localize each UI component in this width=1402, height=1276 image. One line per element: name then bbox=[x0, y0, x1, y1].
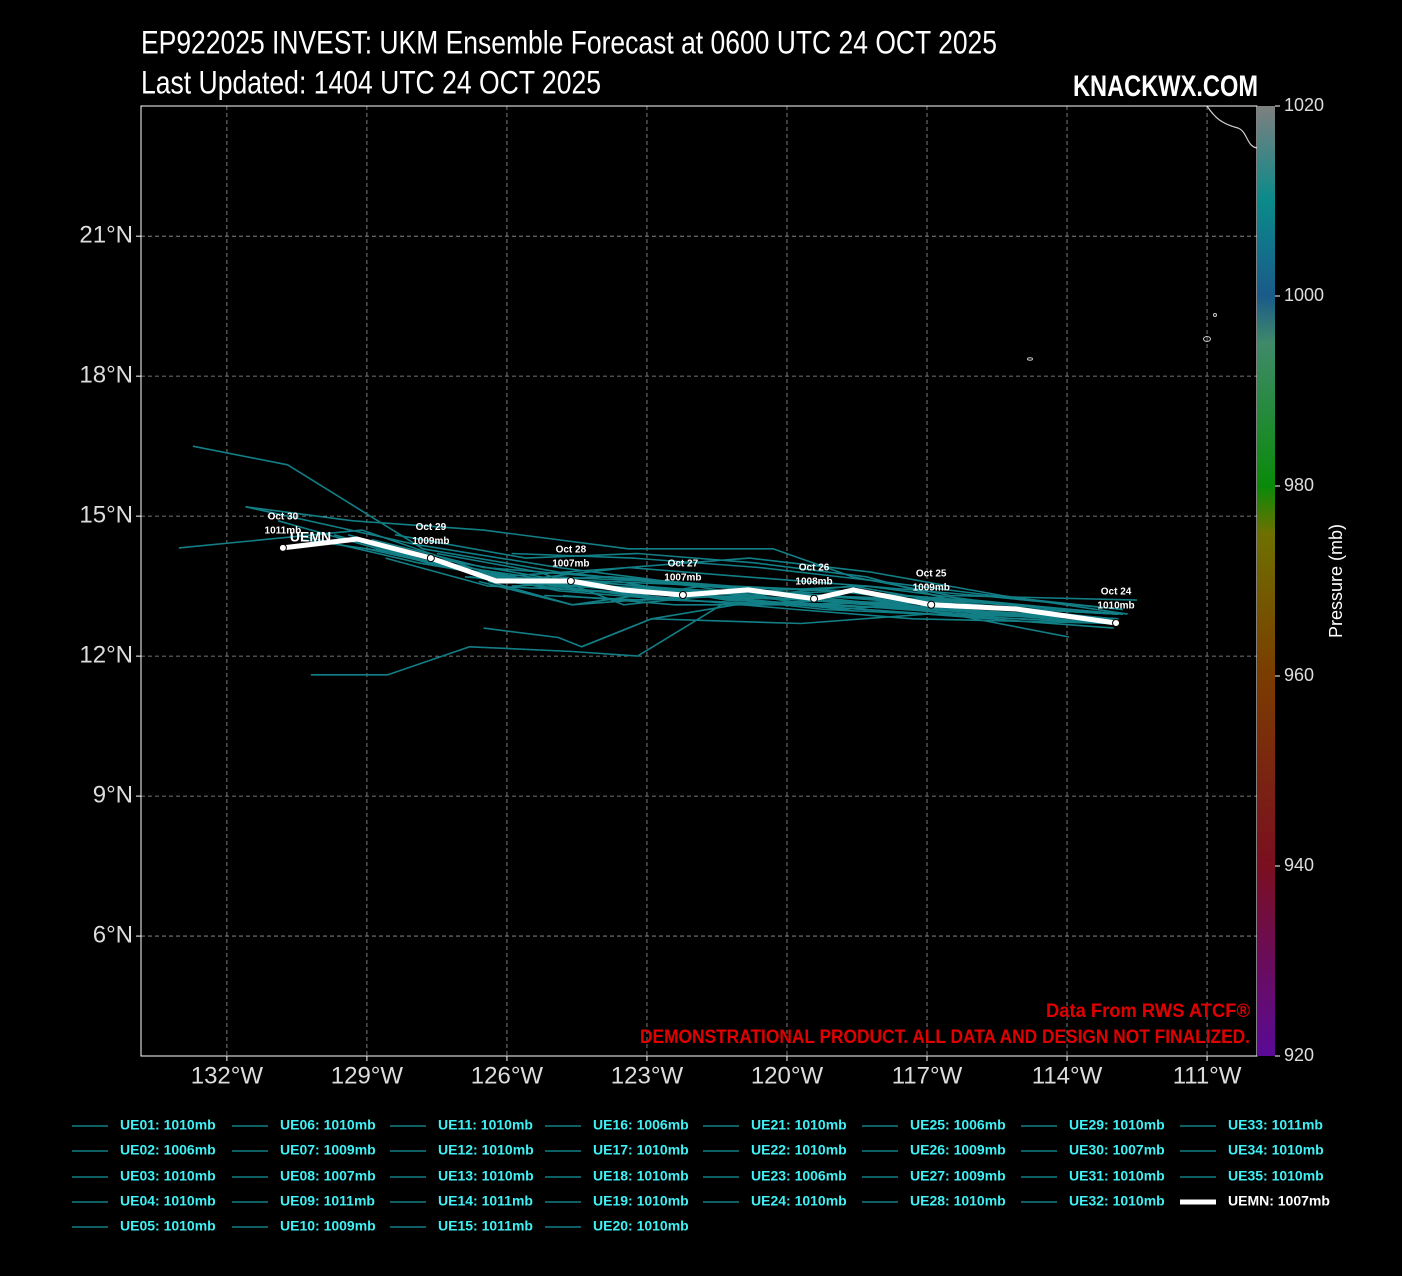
y-tick-label: 15°N bbox=[79, 501, 133, 528]
track-point bbox=[810, 594, 819, 603]
pressure-label: 1009mb bbox=[913, 582, 950, 593]
legend-label: UE13: 1010mb bbox=[438, 1168, 534, 1184]
legend-label: UE20: 1010mb bbox=[593, 1218, 689, 1234]
track-point bbox=[927, 600, 936, 609]
ensemble-track bbox=[178, 529, 1124, 611]
colorbar-label: Pressure (mb) bbox=[1326, 524, 1346, 638]
date-label: Oct 28 bbox=[556, 545, 587, 556]
x-tick-label: 123°W bbox=[611, 1062, 684, 1089]
legend-label: UE14: 1011mb bbox=[438, 1193, 533, 1209]
coastline bbox=[1206, 105, 1258, 149]
pressure-label: 1011mb bbox=[265, 526, 302, 537]
legend-label: UE23: 1006mb bbox=[751, 1168, 847, 1184]
legend-label: UE12: 1010mb bbox=[438, 1142, 534, 1158]
legend-label: UEMN: 1007mb bbox=[1228, 1193, 1330, 1209]
island bbox=[1027, 357, 1033, 361]
legend-label: UE17: 1010mb bbox=[593, 1142, 689, 1158]
date-label: Oct 29 bbox=[416, 522, 447, 533]
x-tick-label: 126°W bbox=[471, 1062, 544, 1089]
legend-label: UE16: 1006mb bbox=[593, 1117, 689, 1133]
legend-label: UE24: 1010mb bbox=[751, 1193, 847, 1209]
legend-label: UE27: 1009mb bbox=[910, 1168, 1006, 1184]
legend-label: UE35: 1010mb bbox=[1228, 1168, 1324, 1184]
legend-label: UE31: 1010mb bbox=[1069, 1168, 1165, 1184]
date-label: Oct 27 bbox=[668, 559, 699, 570]
colorbar-tick-label: 960 bbox=[1284, 665, 1314, 685]
legend-label: UE07: 1009mb bbox=[280, 1142, 376, 1158]
legend-label: UE08: 1007mb bbox=[280, 1168, 376, 1184]
colorbar-tick-label: 1020 bbox=[1284, 95, 1324, 115]
legend-label: UE32: 1010mb bbox=[1069, 1193, 1165, 1209]
pressure-label: 1010mb bbox=[1097, 601, 1134, 612]
x-tick-label: 129°W bbox=[331, 1062, 404, 1089]
island bbox=[1203, 336, 1211, 342]
date-label: Oct 24 bbox=[1101, 587, 1132, 598]
date-label: Oct 30 bbox=[268, 512, 299, 523]
legend-label: UE10: 1009mb bbox=[280, 1218, 376, 1234]
legend-label: UE26: 1009mb bbox=[910, 1142, 1006, 1158]
legend-label: UE21: 1010mb bbox=[751, 1117, 847, 1133]
legend-label: UE05: 1010mb bbox=[120, 1218, 216, 1234]
track-point bbox=[278, 543, 287, 552]
track-point bbox=[1112, 618, 1121, 627]
pressure-label: 1007mb bbox=[664, 573, 701, 584]
chart-subtitle: Last Updated: 1404 UTC 24 OCT 2025 bbox=[141, 64, 601, 100]
y-tick-label: 6°N bbox=[93, 921, 133, 948]
y-tick-label: 12°N bbox=[79, 641, 133, 668]
colorbar-tick-label: 920 bbox=[1284, 1045, 1314, 1065]
disclaimer: DEMONSTRATIONAL PRODUCT. ALL DATA AND DE… bbox=[640, 1027, 1250, 1048]
track-point bbox=[426, 554, 435, 563]
legend-label: UE18: 1010mb bbox=[593, 1168, 689, 1184]
ensemble-track bbox=[277, 520, 1110, 625]
legend-label: UE19: 1010mb bbox=[593, 1193, 689, 1209]
legend-label: UE09: 1011mb bbox=[280, 1193, 375, 1209]
colorbar-tick-label: 940 bbox=[1284, 855, 1314, 875]
y-tick-label: 18°N bbox=[79, 362, 133, 389]
date-label: Oct 26 bbox=[799, 562, 830, 573]
date-label: Oct 25 bbox=[916, 568, 947, 579]
legend-label: UE22: 1010mb bbox=[751, 1142, 847, 1158]
pressure-label: 1009mb bbox=[412, 536, 449, 547]
legend-label: UE29: 1010mb bbox=[1069, 1117, 1165, 1133]
colorbar-tick-label: 1000 bbox=[1284, 285, 1324, 305]
track-point bbox=[566, 577, 575, 585]
x-tick-label: 120°W bbox=[751, 1062, 824, 1089]
legend-label: UE03: 1010mb bbox=[120, 1168, 216, 1184]
legend-label: UE28: 1010mb bbox=[910, 1193, 1006, 1209]
x-tick-label: 132°W bbox=[191, 1062, 264, 1089]
ensemble-track bbox=[464, 576, 1114, 620]
legend-label: UE06: 1010mb bbox=[280, 1117, 376, 1133]
map-area: Oct 24 1010mb Oct 25 1009mb Oct 26 1008mb Oct … bbox=[141, 106, 1257, 1056]
y-tick-label: 9°N bbox=[93, 781, 133, 808]
ensemble-track bbox=[511, 552, 1124, 611]
watermark: KNACKWX.COM bbox=[1073, 70, 1258, 103]
legend-label: UE30: 1007mb bbox=[1069, 1142, 1165, 1158]
legend-label: UE15: 1011mb bbox=[438, 1218, 533, 1234]
island bbox=[1213, 313, 1217, 317]
track-point bbox=[678, 590, 687, 599]
ensemble-track bbox=[497, 576, 1124, 615]
chart-title: EP922025 INVEST: UKM Ensemble Forecast a… bbox=[141, 24, 997, 60]
x-tick-label: 114°W bbox=[1032, 1062, 1103, 1089]
pressure-label: 1008mb bbox=[795, 576, 832, 587]
legend-label: UE34: 1010mb bbox=[1228, 1142, 1324, 1158]
x-tick-label: 117°W bbox=[892, 1062, 963, 1089]
source-note: Data From RWS ATCF® bbox=[1046, 1001, 1250, 1022]
colorbar-tick-label: 980 bbox=[1284, 475, 1314, 495]
y-tick-label: 21°N bbox=[79, 222, 133, 249]
legend-label: UE01: 1010mb bbox=[120, 1117, 216, 1133]
colorbar bbox=[1257, 106, 1275, 1056]
track-label: UEMN bbox=[290, 529, 331, 545]
legend-label: UE33: 1011mb bbox=[1228, 1117, 1323, 1133]
x-tick-label: 111°W bbox=[1173, 1062, 1242, 1089]
legend-label: UE02: 1006mb bbox=[120, 1142, 216, 1158]
legend-label: UE11: 1010mb bbox=[438, 1117, 533, 1133]
legend-label: UE25: 1006mb bbox=[910, 1117, 1006, 1133]
pressure-label: 1007mb bbox=[552, 559, 589, 570]
legend-label: UE04: 1010mb bbox=[120, 1193, 216, 1209]
